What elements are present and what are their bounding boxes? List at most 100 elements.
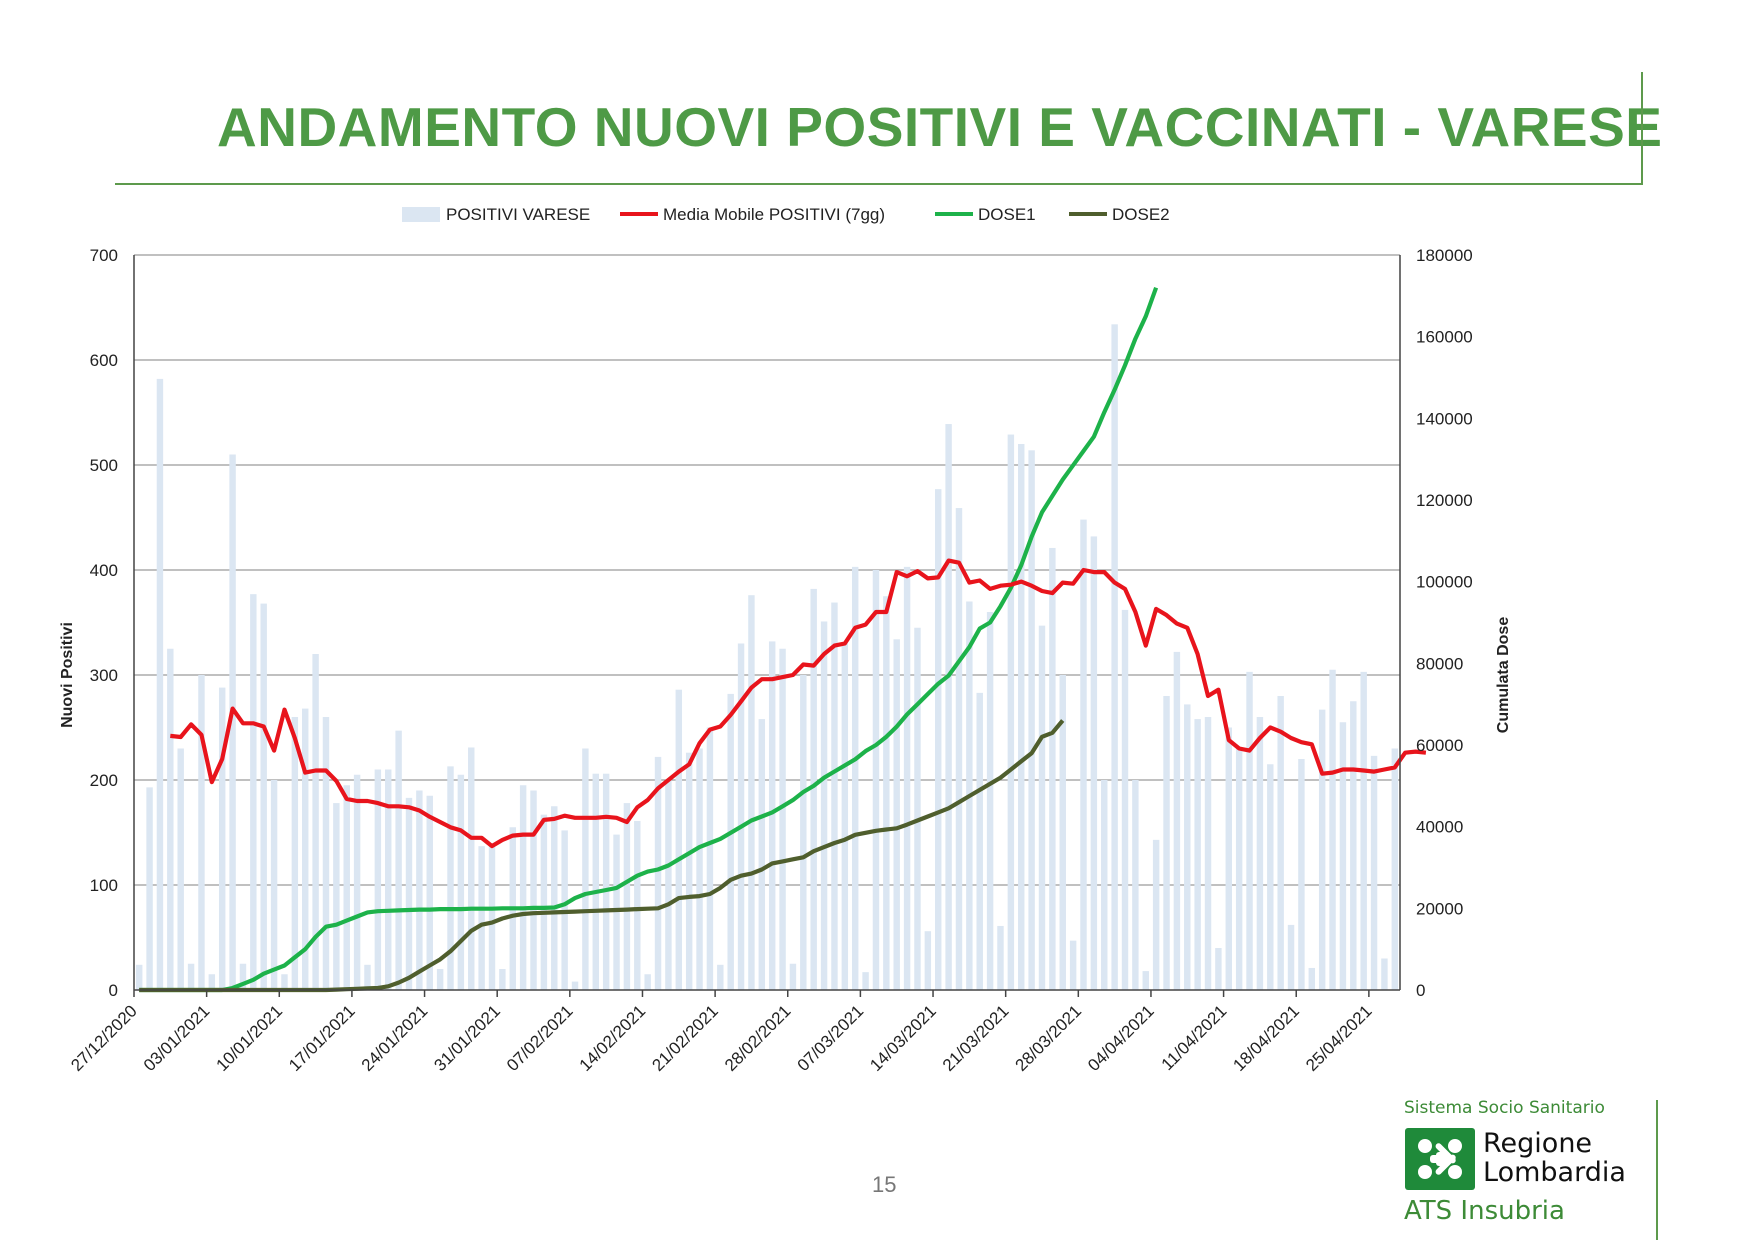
bar xyxy=(841,643,849,990)
y-axis-right-label: Cumulata Dose xyxy=(1495,617,1512,734)
bar xyxy=(706,727,714,990)
bar xyxy=(1267,764,1274,990)
bar xyxy=(302,708,309,990)
bar xyxy=(499,969,506,990)
bar xyxy=(1142,971,1149,990)
x-tick-label: 11/04/2021 xyxy=(1158,1001,1231,1074)
bar xyxy=(789,963,797,990)
x-tick-label: 21/02/2021 xyxy=(648,1001,722,1075)
bar xyxy=(1360,671,1367,990)
bar xyxy=(1215,948,1222,990)
bar xyxy=(1049,547,1056,990)
bar xyxy=(1007,434,1015,990)
logo-system-text: Sistema Socio Sanitario xyxy=(1404,1098,1605,1118)
bar xyxy=(1069,940,1077,990)
y-right-tick-label: 180000 xyxy=(1416,246,1473,265)
bar xyxy=(696,748,703,990)
x-tick-label: 10/01/2021 xyxy=(213,1001,287,1075)
bar xyxy=(270,780,278,990)
bar xyxy=(924,931,932,990)
bar xyxy=(1339,722,1347,990)
y-axis-left-label: Nuovi Positivi xyxy=(59,622,76,728)
chart: POSITIVI VARESE Media Mobile POSITIVI (7… xyxy=(59,205,1512,1075)
legend-label-media-mobile: Media Mobile POSITIVI (7gg) xyxy=(663,205,885,224)
bar xyxy=(1308,967,1316,990)
line-dose1 xyxy=(139,286,1159,993)
bar xyxy=(810,588,817,990)
bar xyxy=(229,454,236,990)
bar xyxy=(1090,536,1098,990)
bar xyxy=(1277,696,1284,990)
bar xyxy=(281,974,288,990)
x-tick-label: 17/01/2021 xyxy=(285,1001,359,1075)
bar xyxy=(893,639,900,990)
bar xyxy=(1329,669,1336,990)
bar xyxy=(187,963,195,990)
bar xyxy=(1318,709,1326,990)
page-number: 15 xyxy=(872,1172,897,1197)
bar xyxy=(955,508,963,990)
bar xyxy=(644,974,651,990)
bar xyxy=(685,752,693,990)
bar xyxy=(135,964,143,990)
bar xyxy=(1038,625,1046,990)
bar xyxy=(717,964,724,990)
line-dose2 xyxy=(139,719,1065,993)
bar xyxy=(322,717,330,990)
x-tick-label: 24/01/2021 xyxy=(358,1001,432,1075)
bar xyxy=(1391,748,1399,990)
x-tick-label: 28/02/2021 xyxy=(721,1001,795,1075)
bar xyxy=(1101,780,1108,990)
bar xyxy=(665,780,672,990)
bar xyxy=(872,570,880,990)
bar xyxy=(353,774,361,990)
bar xyxy=(1246,671,1253,990)
bar xyxy=(634,820,641,990)
bar xyxy=(1163,696,1170,990)
bar xyxy=(727,693,734,990)
x-tick-label: 18/04/2021 xyxy=(1229,1001,1303,1075)
bar xyxy=(530,790,537,990)
y-right-tick-label: 140000 xyxy=(1416,409,1473,428)
line-media-mobile xyxy=(170,558,1427,849)
bar xyxy=(540,814,548,990)
bar xyxy=(146,787,153,990)
bar xyxy=(831,602,838,990)
bar xyxy=(1111,324,1118,990)
bar xyxy=(758,719,766,990)
bar xyxy=(291,717,299,990)
bar xyxy=(820,621,828,990)
y-left-tick-label: 100 xyxy=(90,876,118,895)
bar xyxy=(250,594,257,990)
bar xyxy=(748,595,755,990)
x-tick-label: 03/01/2021 xyxy=(140,1001,214,1075)
page-title: ANDAMENTO NUOVI POSITIVI E VACCINATI - V… xyxy=(217,96,1663,158)
bar xyxy=(436,969,444,990)
y-right-tick-label: 0 xyxy=(1416,981,1425,1000)
x-tick-label: 04/04/2021 xyxy=(1084,1001,1158,1075)
bar xyxy=(519,785,527,990)
bar xyxy=(364,964,371,990)
bar xyxy=(385,769,392,990)
bar xyxy=(1121,609,1129,990)
legend-label-positivi: POSITIVI VARESE xyxy=(446,205,590,224)
bar xyxy=(1018,444,1025,990)
bar xyxy=(986,612,994,990)
bar xyxy=(1184,704,1191,990)
bar xyxy=(1235,748,1243,990)
bar xyxy=(343,785,350,990)
bar xyxy=(426,795,433,990)
bar xyxy=(571,981,579,990)
bar xyxy=(416,790,423,990)
bar xyxy=(374,769,382,990)
bar xyxy=(945,424,952,990)
y-right-tick-label: 80000 xyxy=(1416,654,1463,673)
bar xyxy=(903,566,911,990)
bar xyxy=(405,797,413,990)
bar xyxy=(208,974,216,990)
x-tick-label: 14/03/2021 xyxy=(866,1001,940,1075)
bar xyxy=(312,654,319,990)
y-left-tick-label: 500 xyxy=(90,456,118,475)
y-left-tick-label: 200 xyxy=(90,771,118,790)
logo-region-line1: Regione xyxy=(1483,1128,1593,1159)
